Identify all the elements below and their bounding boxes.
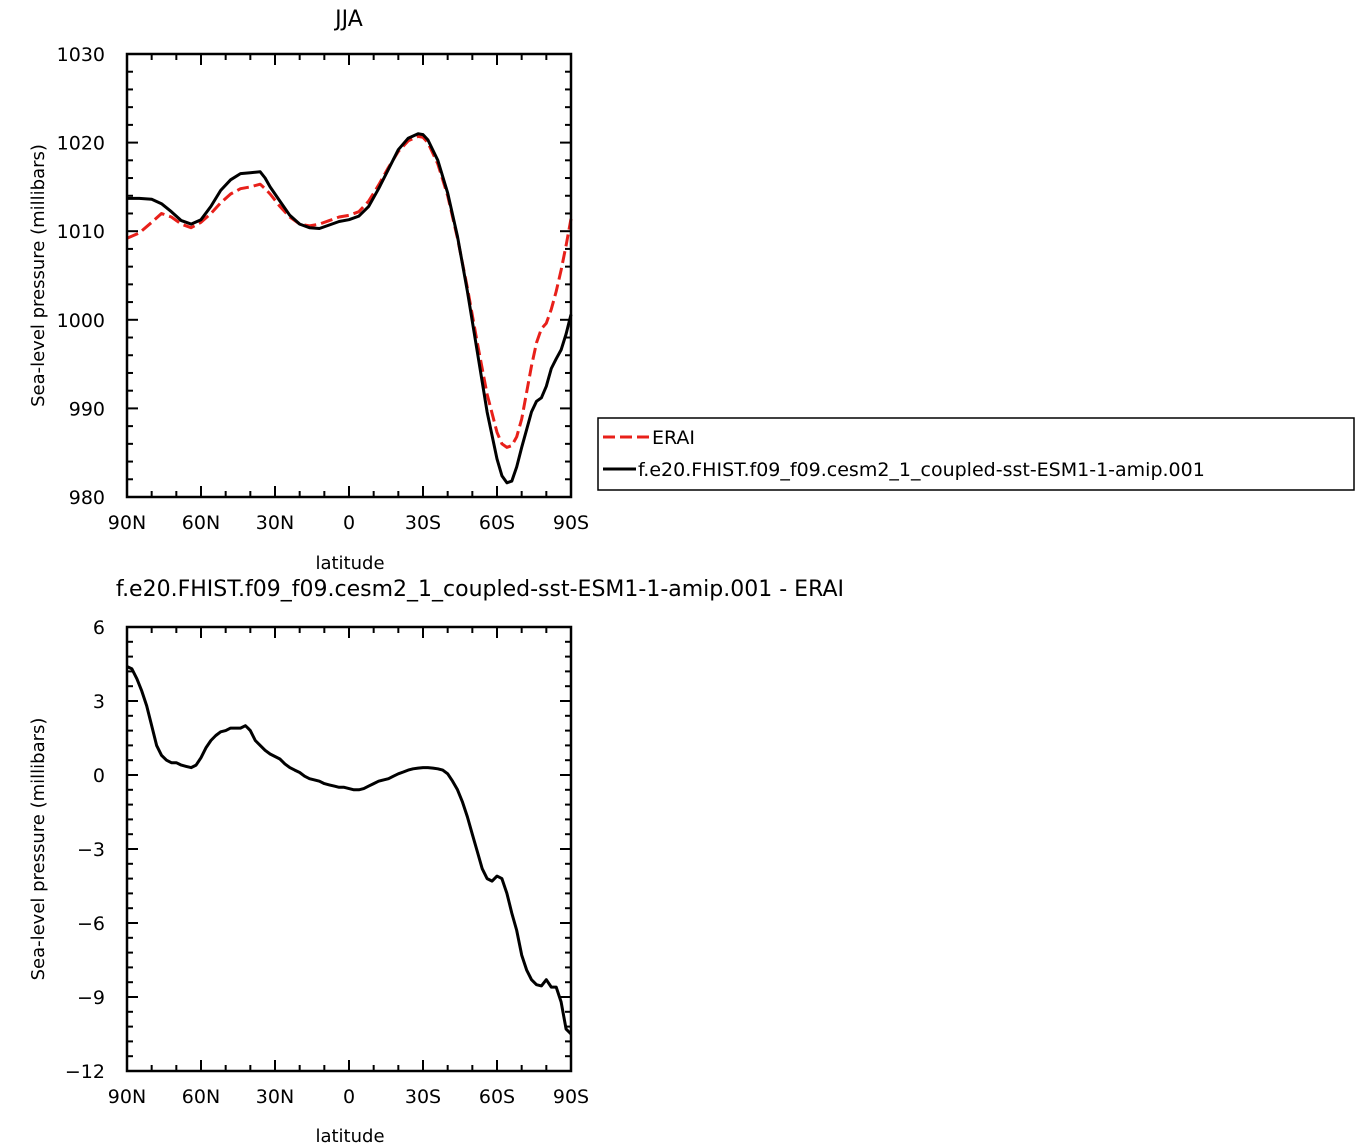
x-tick-label: 30N bbox=[256, 1086, 294, 1108]
y-tick-label: 3 bbox=[93, 691, 105, 713]
y-tick-label: 6 bbox=[93, 617, 105, 639]
x-tick-label: 90S bbox=[553, 512, 589, 534]
y-tick-label: 980 bbox=[69, 487, 105, 509]
y-tick-label: −6 bbox=[77, 913, 105, 935]
chart-difference: f.e20.FHIST.f09_f09.cesm2_1_coupled-sst-… bbox=[28, 577, 844, 1147]
chart-title: JJA bbox=[333, 7, 363, 32]
y-tick-label: 1000 bbox=[57, 310, 105, 332]
x-tick-label: 60S bbox=[479, 1086, 515, 1108]
legend-label-erai: ERAI bbox=[652, 427, 695, 449]
x-axis-label: latitude bbox=[315, 1126, 384, 1147]
legend-box bbox=[597, 417, 1355, 491]
series-line-erai bbox=[126, 134, 573, 449]
plot-frame bbox=[125, 625, 573, 1073]
legend-label-model: f.e20.FHIST.f09_f09.cesm2_1_coupled-sst-… bbox=[638, 459, 1205, 481]
y-tick-label: 990 bbox=[69, 398, 105, 420]
x-tick-label: 90N bbox=[108, 1086, 146, 1108]
y-tick-label: −12 bbox=[65, 1061, 105, 1083]
y-axis-label: Sea-level pressure (millibars) bbox=[28, 718, 49, 981]
x-tick-label: 30N bbox=[256, 512, 294, 534]
y-tick-label: 0 bbox=[93, 765, 105, 787]
x-tick-label: 60N bbox=[182, 1086, 220, 1108]
x-tick-label: 90S bbox=[553, 1086, 589, 1108]
x-tick-label: 0 bbox=[343, 1086, 355, 1108]
x-tick-label: 60S bbox=[479, 512, 515, 534]
x-tick-label: 30S bbox=[405, 1086, 441, 1108]
plot-frame bbox=[125, 52, 573, 499]
x-tick-label: 0 bbox=[343, 512, 355, 534]
series-line-f-e20-fhist-f09-f09-cesm2-1-coupled-sst-esm1-1-amip-001 bbox=[127, 132, 573, 485]
x-tick-label: 30S bbox=[405, 512, 441, 534]
legend: ERAI f.e20.FHIST.f09_f09.cesm2_1_coupled… bbox=[597, 417, 1355, 491]
series-line-diff-0 bbox=[126, 665, 573, 1036]
y-tick-label: 1020 bbox=[57, 133, 105, 155]
x-tick-label: 60N bbox=[182, 512, 220, 534]
chart-jja: JJA 90N 60N 30N 0 30S 60S 90S 980 990 1000 1010 1020… bbox=[28, 7, 589, 574]
x-tick-label: 90N bbox=[108, 512, 146, 534]
y-axis-label: Sea-level pressure (millibars) bbox=[28, 144, 49, 407]
x-axis-label: latitude bbox=[315, 553, 384, 574]
y-tick-label: 1010 bbox=[57, 221, 105, 243]
y-tick-label: −9 bbox=[77, 987, 105, 1009]
y-tick-label: 1030 bbox=[57, 44, 105, 66]
chart-title: f.e20.FHIST.f09_f09.cesm2_1_coupled-sst-… bbox=[116, 577, 844, 602]
y-tick-label: −3 bbox=[77, 839, 105, 861]
